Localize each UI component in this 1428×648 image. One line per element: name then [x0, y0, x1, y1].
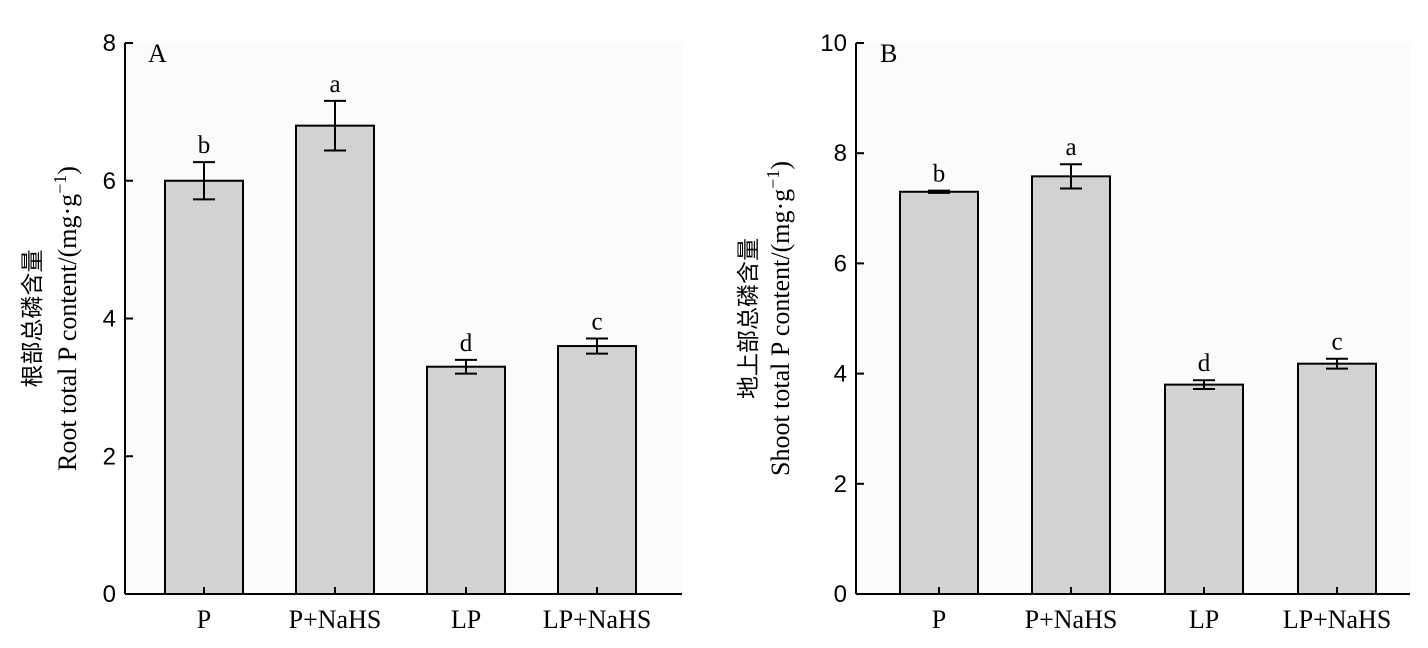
significance-letter: a — [1065, 134, 1076, 161]
y-axis-title-main: Root total P content/(mg·g — [53, 194, 82, 471]
significance-letter: c — [591, 308, 602, 335]
y-axis-title-close: ) — [766, 161, 795, 170]
y-axis-title-superscript: −1 — [50, 175, 70, 194]
category-label: P — [932, 605, 946, 634]
y-tick-label: 8 — [103, 30, 116, 57]
panel-label: A — [148, 39, 167, 68]
category-label: LP+NaHS — [543, 605, 652, 634]
significance-letter: b — [933, 161, 946, 188]
y-axis-title-main: Shoot total P content/(mg·g — [766, 189, 795, 476]
y-axis-title-english: Root total P content/(mg·g−1) — [50, 166, 82, 471]
y-tick-label: 4 — [103, 306, 116, 333]
y-tick-label: 6 — [834, 250, 847, 277]
significance-letter: b — [198, 132, 211, 159]
y-tick-label: 2 — [834, 471, 847, 498]
y-axis-title-close: ) — [53, 166, 82, 175]
bar-lp-nahs — [557, 345, 637, 595]
y-axis-title-superscript: −1 — [763, 170, 783, 189]
y-tick-label: 0 — [103, 581, 116, 608]
y-tick-label: 0 — [834, 581, 847, 608]
y-tick-label: 2 — [103, 443, 116, 470]
significance-letter: d — [1198, 350, 1211, 377]
bar-lp — [1164, 383, 1244, 595]
category-label: P+NaHS — [289, 605, 382, 634]
panel-b-shoot-p-chart: 0 2 4 6 8 10 b Pa P+NaHS d LP c LP+NaHS B 地上部总磷含量 Shoot… — [736, 30, 1410, 634]
significance-letter: c — [1331, 329, 1342, 356]
category-label: P+NaHS — [1025, 605, 1118, 634]
y-axis-title-chinese: 根部总磷含量 — [20, 250, 46, 388]
y-axis-title-english: Shoot total P content/(mg·g−1) — [763, 161, 795, 476]
y-tick-label: 10 — [820, 30, 847, 57]
y-tick-label: 8 — [834, 140, 847, 167]
bar-lp — [426, 365, 506, 595]
category-label: LP — [1189, 605, 1219, 634]
y-tick-label: 6 — [103, 168, 116, 195]
bar-lp-nahs — [1297, 362, 1377, 595]
bar-p — [164, 179, 244, 595]
panel-label: B — [880, 39, 897, 68]
significance-letter: d — [460, 330, 473, 357]
category-label: LP — [451, 605, 481, 634]
category-label: LP+NaHS — [1283, 605, 1392, 634]
category-label: P — [197, 605, 211, 634]
y-tick-label: 4 — [834, 361, 847, 388]
bar-p-nahs — [1031, 175, 1111, 595]
bar-p-nahs — [295, 124, 375, 596]
significance-letter: a — [329, 71, 340, 98]
bar-p — [899, 190, 979, 596]
y-axis-title-chinese: 地上部总磷含量 — [736, 238, 762, 399]
